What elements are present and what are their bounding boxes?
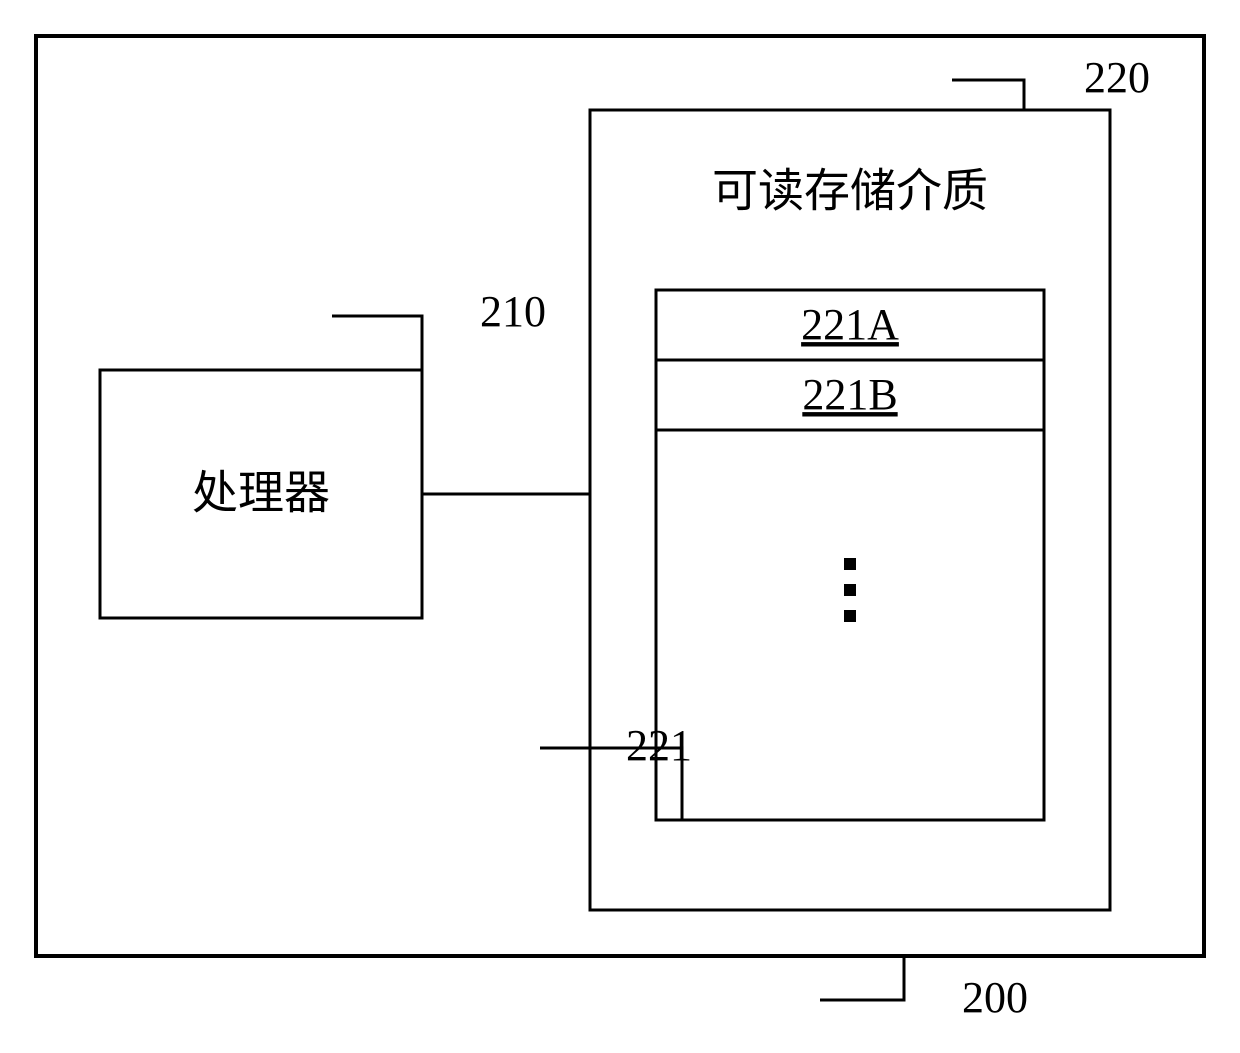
module-vdots-dot	[844, 584, 856, 596]
ref-220: 220	[1084, 53, 1150, 102]
processor-label: 处理器	[192, 468, 330, 519]
module-vdots-dot	[844, 558, 856, 570]
storage-label: 可读存储介质	[712, 166, 988, 217]
ref-210: 210	[480, 287, 546, 336]
ref-200: 200	[962, 973, 1028, 1022]
ref-221: 221	[626, 721, 692, 770]
module-row-b-label: 221B	[802, 370, 897, 419]
module-vdots-dot	[844, 610, 856, 622]
module-row-a-label: 221A	[801, 300, 899, 349]
leader-200	[820, 956, 904, 1000]
